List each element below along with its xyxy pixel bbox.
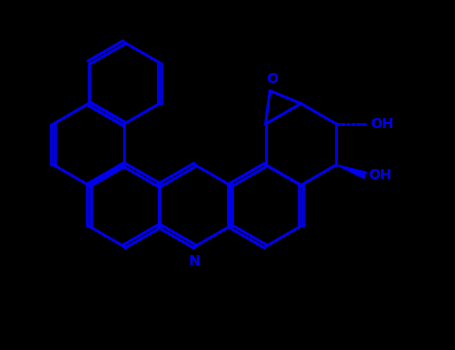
Text: N: N (189, 254, 201, 268)
Text: OH: OH (369, 168, 392, 182)
Text: O: O (266, 72, 278, 86)
Polygon shape (336, 165, 366, 178)
Text: OH: OH (370, 117, 394, 131)
